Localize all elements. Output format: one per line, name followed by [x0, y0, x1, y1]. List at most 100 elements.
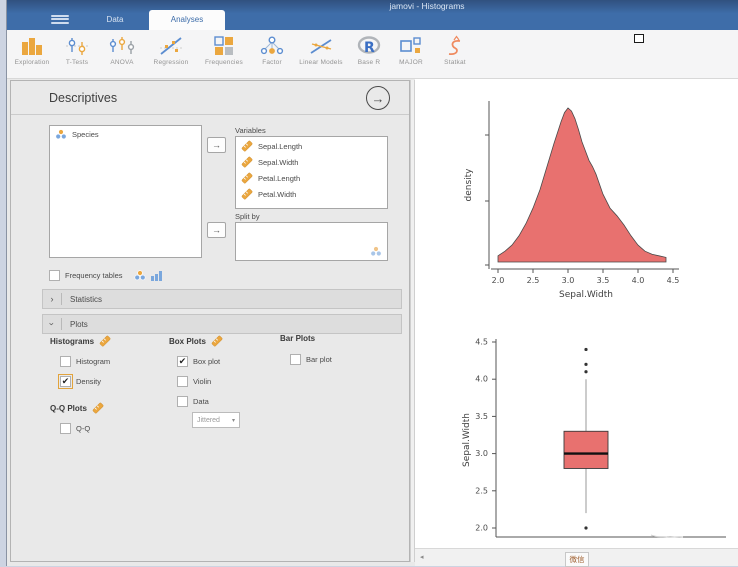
results-panel: 2.0 2.5 3.0 3.5 4.0 4.5 Sepal.Width density 2… [415, 79, 738, 567]
svg-text:3.0: 3.0 [475, 449, 488, 458]
box-outliers [584, 347, 588, 530]
header-divider [11, 114, 409, 115]
svg-text:R: R [364, 40, 375, 56]
continuous-variable-icon [241, 172, 253, 184]
svg-text:3.0: 3.0 [562, 276, 575, 285]
list-item-species[interactable]: Species [50, 126, 201, 141]
available-variables-listbox[interactable]: Species [49, 125, 202, 258]
toolbar-item-exploration[interactable]: Exploration [9, 35, 55, 66]
jamovi-window: jamovi - Histograms Data Analyses Explor… [6, 0, 738, 567]
toolbar-item-major[interactable]: MAJOR [389, 35, 433, 66]
toolbar-item-linear-models[interactable]: Linear Models [293, 35, 349, 66]
render-artifact [650, 534, 684, 538]
density-plot: 2.0 2.5 3.0 3.5 4.0 4.5 Sepal.Width density [464, 101, 680, 300]
dropdown-caret-icon: ▾ [231, 417, 235, 424]
density-curve [497, 107, 667, 263]
toolbar-item-ttests[interactable]: T-Tests [55, 35, 99, 66]
svg-text:4.0: 4.0 [475, 375, 488, 384]
variable-name: Sepal.Length [258, 141, 303, 151]
continuous-variable-icon [99, 335, 111, 347]
list-item-petal-width[interactable]: Petal.Width [236, 185, 387, 201]
split-by-listbox[interactable] [235, 222, 388, 261]
nominal-hint-icon [370, 246, 382, 257]
variables-label: Variables [235, 126, 266, 135]
toolbar-item-regression[interactable]: Regression [145, 35, 197, 66]
box-plot-checkbox[interactable]: ✔ Box plot [177, 355, 221, 367]
descriptives-options-panel: Descriptives → Species → Variables Sepal… [10, 80, 410, 562]
move-to-split-button[interactable]: → [207, 222, 226, 238]
bar-plots-group-title: Bar Plots [280, 334, 316, 343]
exploration-icon [19, 35, 45, 57]
background-window-titlebar[interactable]: 微信 [565, 552, 589, 567]
density-xlabel: Sepal.Width [559, 290, 613, 300]
base-r-icon: R [356, 35, 382, 57]
nominal-variable-icon [55, 129, 67, 140]
qq-checkbox-box[interactable] [60, 423, 71, 434]
box-plot: 2.0 2.5 3.0 3.5 4.0 4.5 Sepal.Width [462, 338, 726, 538]
continuous-variable-icon [241, 140, 253, 152]
variable-name: Petal.Length [258, 173, 301, 183]
continuous-variable-icon [241, 188, 253, 200]
variable-name: Petal.Width [258, 189, 297, 199]
toolbar-item-frequencies[interactable]: Frequencies [197, 35, 251, 66]
box-plot-checkbox-box[interactable]: ✔ [177, 356, 188, 367]
bar-plot-checkbox[interactable]: Bar plot [290, 354, 332, 365]
split-by-label: Split by [235, 212, 260, 221]
toolbar-item-factor[interactable]: Factor [251, 35, 293, 66]
bar-chart-icon [150, 271, 162, 281]
histogram-checkbox-box[interactable] [60, 356, 71, 367]
histogram-checkbox[interactable]: Histogram [60, 356, 110, 367]
ribbon-toolbar: Exploration T-Tests ANOVA Regression Fre… [7, 30, 738, 79]
panel-scrollbar[interactable] [410, 80, 415, 562]
histograms-group-title: Histograms [50, 335, 111, 347]
toolbar-item-base-r[interactable]: R Base R [349, 35, 389, 66]
svg-text:3.5: 3.5 [475, 412, 488, 421]
list-item-sepal-width[interactable]: Sepal.Width [236, 153, 387, 169]
svg-text:4.5: 4.5 [475, 338, 488, 347]
statkat-icon [442, 35, 468, 57]
jittered-dropdown[interactable]: Jittered ▾ [192, 412, 240, 428]
list-item-petal-length[interactable]: Petal.Length [236, 169, 387, 185]
violin-checkbox[interactable]: Violin [177, 376, 211, 387]
data-checkbox[interactable]: Data [177, 396, 209, 407]
frequency-tables-checkbox[interactable]: Frequency tables [49, 270, 162, 281]
section-plots[interactable]: › Plots [42, 314, 402, 334]
density-ylabel: density [464, 168, 474, 202]
toolbar-item-anova[interactable]: ANOVA [99, 35, 145, 66]
frequency-tables-checkbox-box[interactable] [49, 270, 60, 281]
regression-icon [158, 35, 184, 57]
density-checkbox-box[interactable]: ✔ [58, 374, 73, 389]
variable-name: Sepal.Width [258, 157, 299, 167]
list-item-sepal-length[interactable]: Sepal.Length [236, 137, 387, 153]
svg-text:2.5: 2.5 [527, 276, 540, 285]
box-yticks: 2.0 2.5 3.0 3.5 4.0 4.5 [475, 338, 496, 533]
qq-checkbox[interactable]: Q-Q [60, 423, 90, 434]
density-checkbox[interactable]: ✔ Density [58, 374, 102, 389]
variable-name: Species [72, 130, 99, 139]
title-bar: jamovi - Histograms Data Analyses [7, 0, 738, 30]
factor-icon [259, 35, 285, 57]
run-arrow-icon: → [371, 90, 385, 106]
hamburger-menu-icon[interactable] [51, 13, 69, 26]
scroll-left-icon[interactable]: ◂ [420, 554, 424, 561]
toolbar-item-statkat[interactable]: Statkat [433, 35, 477, 66]
continuous-variable-icon [92, 402, 104, 414]
results-bottom-strip: ◂ 微信 [415, 548, 738, 567]
box-ylabel: Sepal.Width [462, 413, 472, 467]
svg-text:4.5: 4.5 [667, 276, 680, 285]
check-icon: ✔ [61, 375, 70, 386]
anova-icon [108, 35, 136, 57]
svg-text:3.5: 3.5 [597, 276, 610, 285]
bar-plot-checkbox-box[interactable] [290, 354, 301, 365]
move-to-variables-button[interactable]: → [207, 137, 226, 153]
continuous-variable-icon [241, 156, 253, 168]
svg-text:2.0: 2.0 [475, 524, 488, 533]
run-analysis-button[interactable]: → [366, 86, 390, 110]
violin-checkbox-box[interactable] [177, 376, 188, 387]
variables-listbox[interactable]: Sepal.Length Sepal.Width Petal.Length Pe… [235, 136, 388, 209]
section-statistics[interactable]: › Statistics [42, 289, 402, 309]
data-checkbox-box[interactable] [177, 396, 188, 407]
tab-analyses[interactable]: Analyses [149, 10, 225, 30]
tab-data[interactable]: Data [106, 15, 124, 24]
